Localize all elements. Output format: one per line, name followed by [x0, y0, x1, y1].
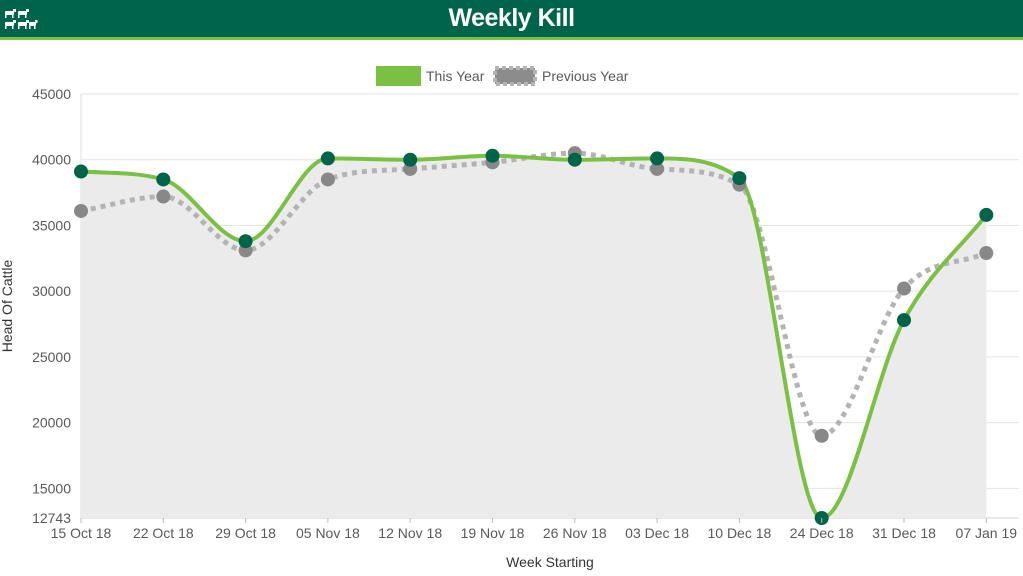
this-year-point[interactable]: [74, 164, 88, 179]
y-axis-title: Head Of Cattle: [0, 259, 15, 352]
x-tick-label: 12 Nov 18: [378, 525, 442, 541]
this-year-point[interactable]: [567, 152, 582, 167]
this-year-area-fill: [81, 155, 987, 518]
previous-year-point[interactable]: [897, 281, 911, 296]
legend-label-previous-year: Previous Year: [542, 68, 629, 84]
legend: This Year Previous Year: [376, 66, 629, 86]
this-year-point[interactable]: [485, 148, 500, 163]
x-tick-label: 26 Nov 18: [543, 525, 607, 541]
x-tick-label: 10 Dec 18: [707, 525, 771, 541]
this-year-point[interactable]: [320, 151, 335, 166]
legend-label-this-year: This Year: [426, 68, 485, 84]
y-tick-label: 45000: [32, 86, 71, 102]
cattle-herd-icon: [5, 9, 38, 29]
previous-year-point[interactable]: [814, 428, 829, 443]
legend-swatch-this-year: [376, 66, 421, 86]
this-year-point[interactable]: [897, 313, 911, 328]
this-year-point[interactable]: [650, 151, 665, 166]
weekly-kill-chart: 12743 15000 20000 25000 30000 35000 40000 45000…: [0, 66, 1019, 570]
this-year-point[interactable]: [732, 171, 747, 186]
header-bar: Weekly Kill: [0, 0, 1023, 40]
previous-year-point[interactable]: [979, 246, 994, 261]
x-tick-label: 15 Oct 18: [51, 525, 112, 541]
legend-swatch-previous-year: [493, 66, 537, 86]
this-year-point[interactable]: [238, 234, 253, 249]
page-title: Weekly Kill: [448, 4, 575, 32]
x-tick-label: 05 Nov 18: [296, 525, 360, 541]
x-tick-label: 03 Dec 18: [625, 525, 689, 541]
this-year-points: [74, 148, 994, 525]
y-tick-label: 25000: [32, 349, 71, 365]
previous-year-point[interactable]: [650, 161, 665, 176]
y-axis-ticks: 12743 15000 20000 25000 30000 35000 40000 45000: [32, 86, 71, 526]
this-year-point[interactable]: [403, 152, 418, 167]
legend-item-previous-year[interactable]: Previous Year: [493, 66, 629, 86]
x-tick-label: 22 Oct 18: [133, 525, 194, 541]
x-axis-title: Week Starting: [506, 554, 594, 570]
x-tick-label: 31 Dec 18: [872, 525, 936, 541]
y-tick-label: 12743: [32, 510, 71, 526]
legend-item-this-year[interactable]: This Year: [376, 66, 485, 86]
y-tick-label: 30000: [32, 283, 71, 299]
previous-year-point[interactable]: [74, 203, 88, 218]
y-tick-label: 15000: [32, 480, 71, 496]
this-year-point[interactable]: [979, 207, 994, 222]
y-tick-label: 40000: [32, 152, 71, 168]
x-tick-label: 29 Oct 18: [215, 525, 276, 541]
this-year-point[interactable]: [156, 172, 171, 187]
x-axis-ticks: 15 Oct 18 22 Oct 18 29 Oct 18 05 Nov 18 12 N…: [51, 518, 1018, 541]
x-tick-label: 24 Dec 18: [790, 525, 854, 541]
previous-year-point[interactable]: [320, 172, 335, 187]
x-tick-label: 07 Jan 19: [956, 525, 1018, 541]
previous-year-point[interactable]: [156, 189, 171, 204]
y-tick-label: 35000: [32, 217, 71, 233]
y-tick-label: 20000: [32, 415, 71, 431]
x-tick-label: 19 Nov 18: [461, 525, 525, 541]
